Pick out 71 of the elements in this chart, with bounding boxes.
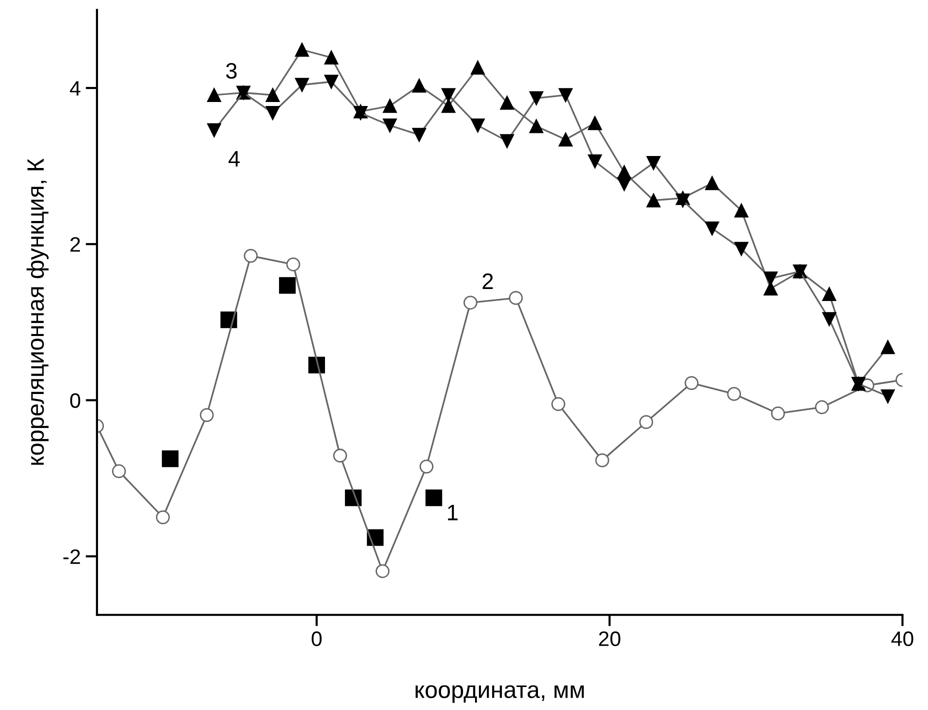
point (295, 78, 309, 92)
point (207, 123, 222, 138)
point (764, 272, 778, 286)
point (266, 106, 280, 120)
point (734, 242, 748, 256)
point (286, 257, 300, 272)
point (244, 248, 258, 263)
point (156, 510, 170, 524)
point (822, 287, 836, 301)
x-tick-label: 40 (891, 631, 914, 646)
series-label: 2 (482, 273, 493, 289)
point (463, 296, 478, 310)
x-tick-label: 20 (599, 631, 620, 646)
point (646, 156, 660, 170)
point (470, 118, 485, 132)
point (324, 74, 338, 89)
point (814, 400, 829, 414)
point (376, 564, 390, 578)
point (508, 291, 523, 305)
point (412, 78, 426, 93)
point (333, 448, 348, 463)
point (207, 88, 222, 102)
point (529, 91, 544, 106)
point (551, 397, 566, 412)
point (705, 222, 720, 236)
point (112, 464, 126, 478)
point (500, 134, 514, 148)
point (558, 132, 573, 146)
point (880, 389, 895, 404)
point (734, 204, 748, 218)
point (646, 193, 660, 208)
point (595, 453, 610, 468)
point (764, 282, 778, 296)
point (822, 312, 836, 326)
point (382, 118, 397, 132)
point (880, 340, 895, 354)
point (382, 99, 397, 113)
point (676, 193, 690, 208)
y-tick-label: 2 (70, 237, 80, 252)
point (442, 99, 456, 113)
point (442, 88, 456, 102)
y-axis-title: корреляционная функция, К (26, 158, 49, 465)
series-label: 1 (448, 504, 458, 520)
point (500, 96, 514, 110)
point (684, 376, 699, 390)
point (558, 88, 573, 102)
point (771, 406, 785, 420)
point (412, 128, 426, 142)
y-tick-label: 0 (70, 393, 80, 408)
point (529, 119, 544, 134)
series-label: 4 (228, 151, 240, 166)
point (295, 42, 309, 57)
series-label: 3 (226, 63, 237, 79)
point (324, 50, 338, 64)
point (162, 450, 179, 468)
point (705, 176, 720, 190)
y-tick-label: -2 (63, 549, 80, 564)
point (588, 154, 602, 168)
point (639, 415, 654, 430)
point (279, 277, 296, 294)
point (470, 60, 485, 75)
point (588, 116, 602, 130)
x-tick-label: 0 (312, 631, 322, 646)
y-tick-label: 4 (70, 81, 80, 96)
point (425, 489, 442, 506)
point (266, 88, 280, 102)
point (727, 387, 741, 401)
point (200, 408, 214, 422)
point (617, 177, 632, 191)
point (420, 460, 434, 474)
x-axis-title: координата, мм (416, 685, 584, 703)
